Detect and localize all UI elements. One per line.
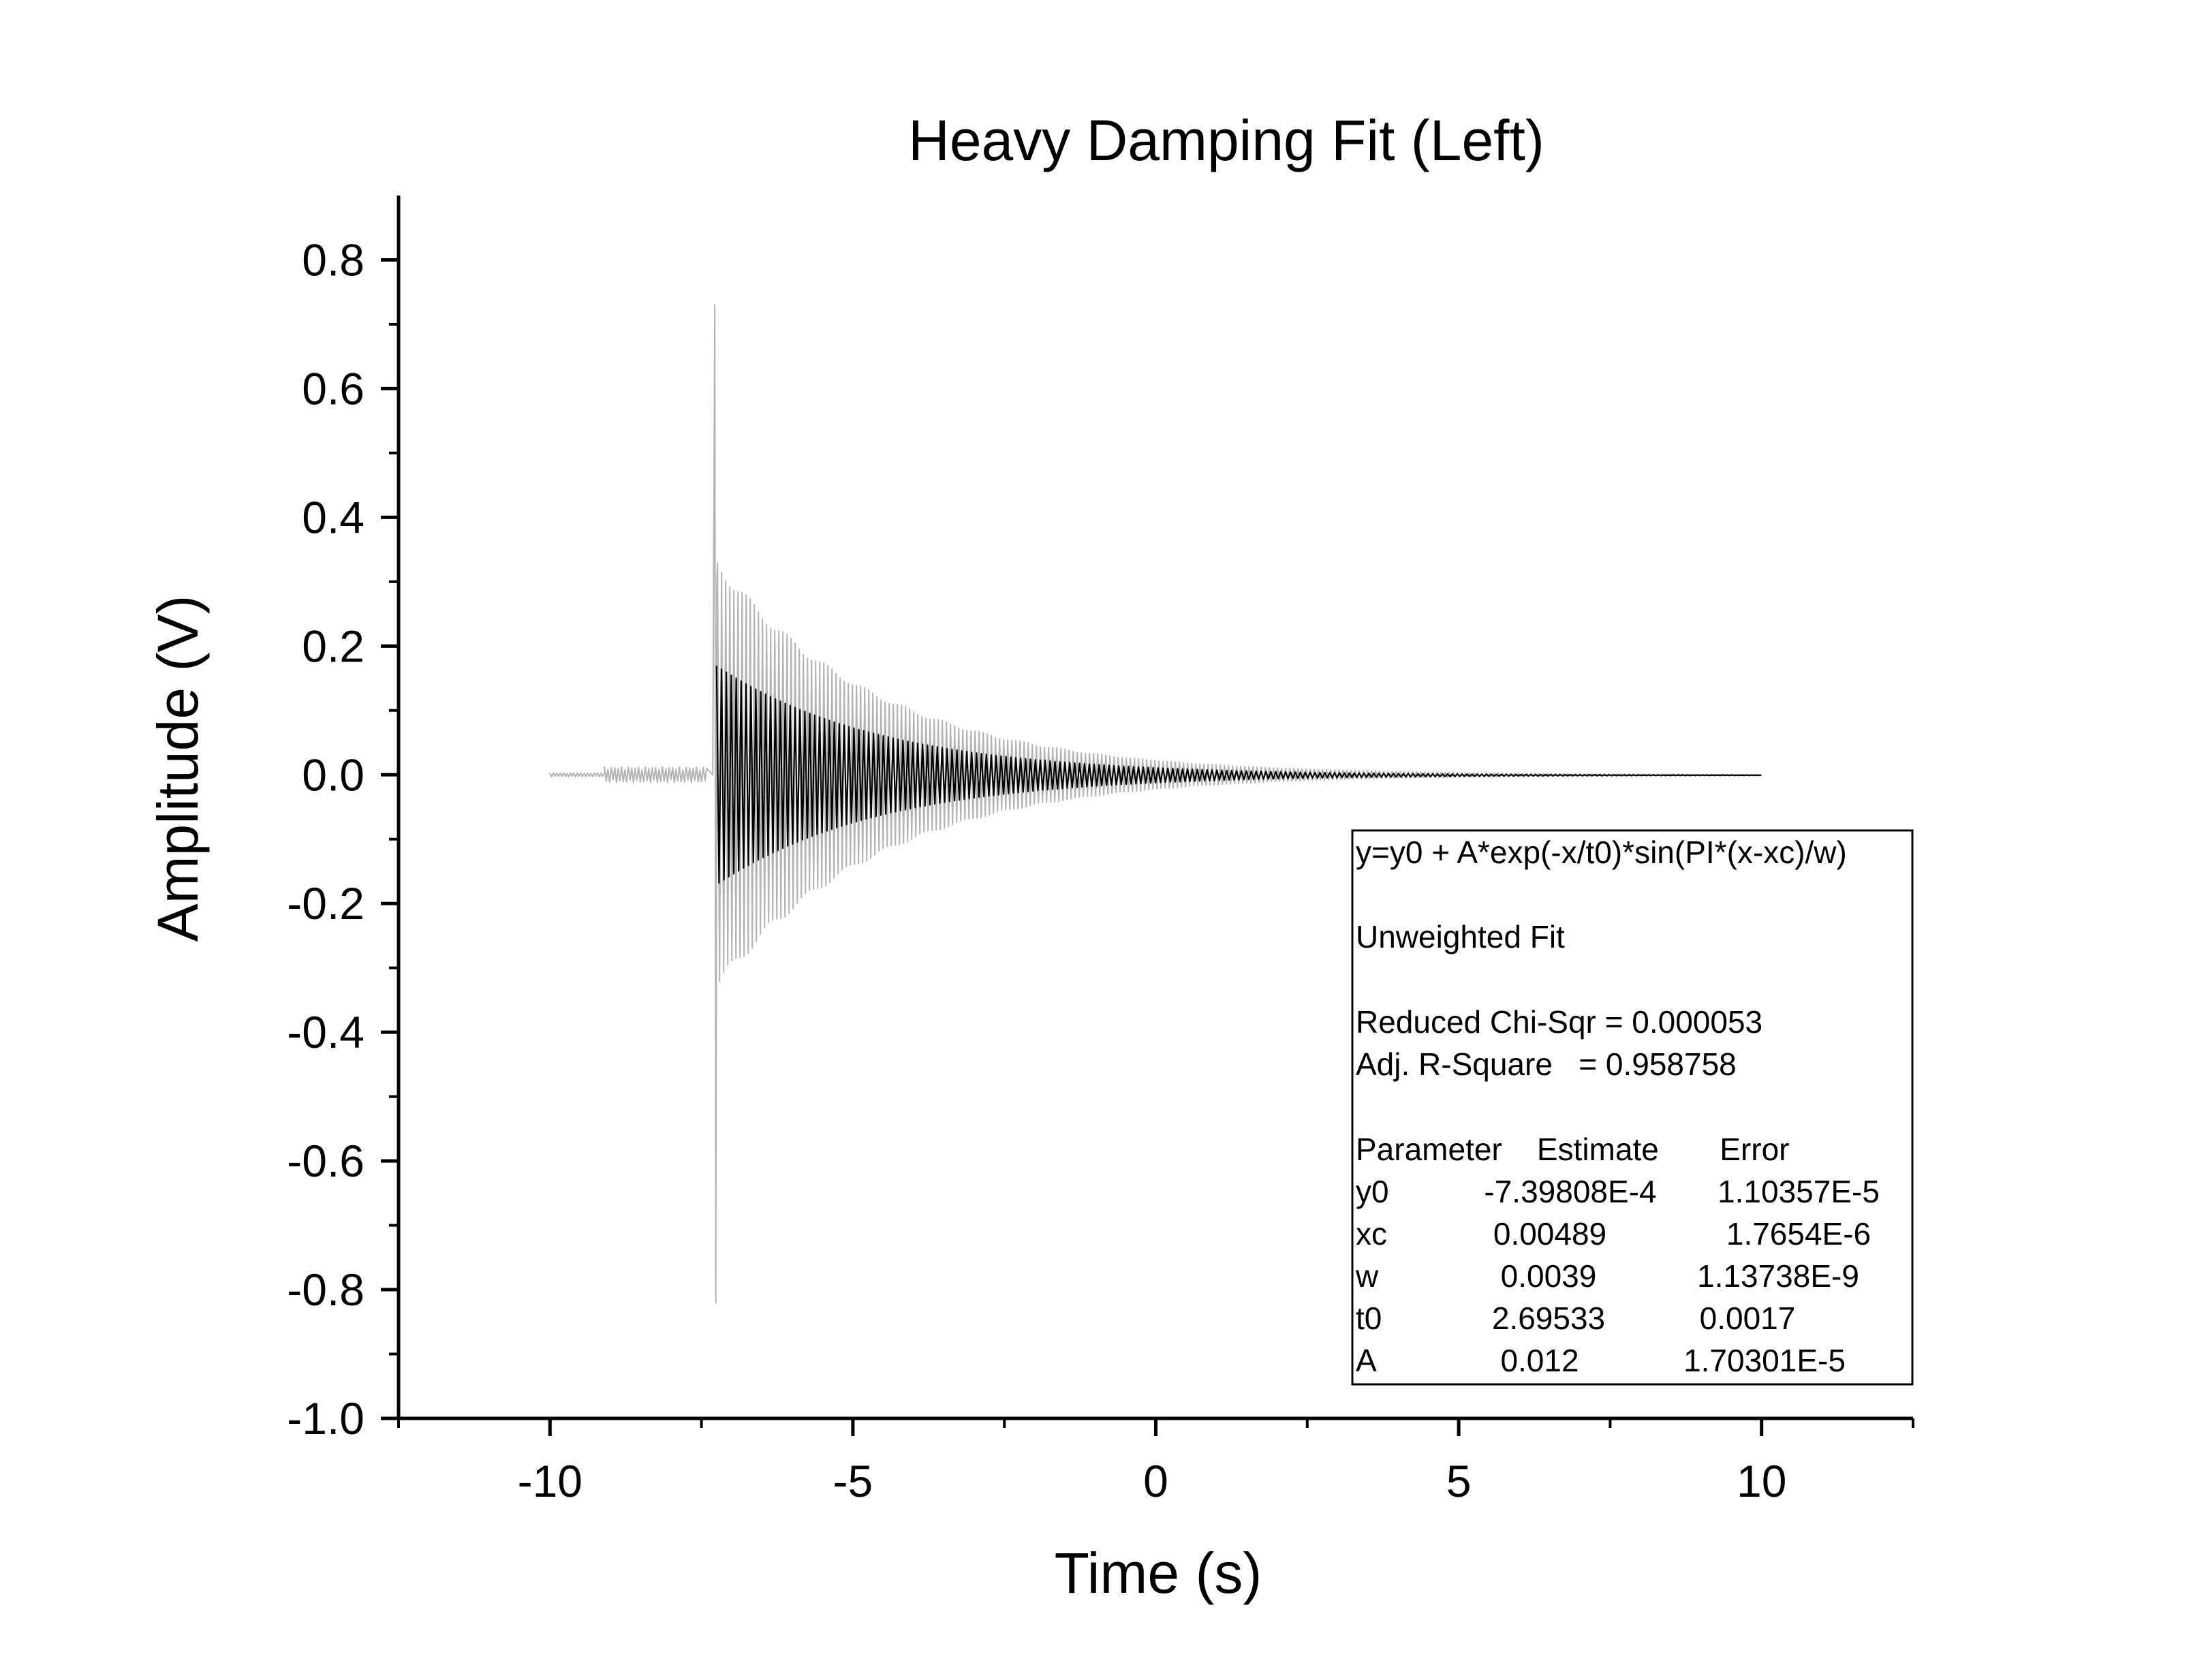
fit-param-header: Parameter Estimate Error: [1356, 1132, 1790, 1167]
fit-stats-box: y=y0 + A*exp(-x/t0)*sin(PI*(x-xc)/w) Unw…: [1351, 829, 1914, 1386]
x-tick-label: 5: [1446, 1456, 1472, 1506]
y-tick-label: -0.6: [287, 1136, 364, 1186]
param-name: t0: [1356, 1301, 1382, 1336]
param-name: y0: [1356, 1174, 1389, 1209]
x-tick-label: -10: [518, 1456, 582, 1506]
fit-stats-box-border: [1351, 829, 1914, 1386]
param-error: 0.0017: [1700, 1301, 1796, 1336]
x-tick-label: 0: [1143, 1456, 1168, 1506]
param-estimate: 0.012: [1500, 1343, 1579, 1378]
y-tick-label: -0.2: [287, 878, 364, 929]
param-name: xc: [1356, 1216, 1387, 1251]
fit-adj-r-square: Adj. R-Square = 0.958758: [1356, 1046, 1737, 1082]
y-tick-label: 0.6: [302, 363, 364, 414]
x-axis-label: Time (s): [1055, 1541, 1262, 1605]
x-tick-label: -5: [833, 1456, 873, 1506]
fit-equation: y=y0 + A*exp(-x/t0)*sin(PI*(x-xc)/w): [1356, 835, 1847, 870]
param-error: 1.70301E-5: [1683, 1343, 1846, 1378]
param-error: 1.10357E-5: [1718, 1174, 1880, 1209]
plot-area: [549, 304, 1762, 1303]
axes: -1.0 -0.8 -0.6 -0.4 -0.2 0.0 0.2 0.4 0.6 0.8 -10 -5…: [287, 196, 1914, 1506]
y-tick-label: -1.0: [287, 1393, 364, 1444]
param-estimate: 0.0039: [1501, 1258, 1597, 1294]
x-tick-label: 10: [1737, 1456, 1786, 1506]
y-tick-label: -0.4: [287, 1007, 364, 1057]
param-estimate: 2.69533: [1492, 1301, 1605, 1336]
y-tick-label: -0.8: [287, 1264, 364, 1315]
param-name: w: [1355, 1258, 1379, 1294]
chart-title: Heavy Damping Fit (Left): [908, 108, 1544, 172]
fit-reduced-chi-sqr: Reduced Chi-Sqr = 0.000053: [1356, 1004, 1762, 1040]
y-tick-label: 0.2: [302, 621, 364, 671]
fit-series-line: [715, 666, 1762, 884]
param-error: 1.13738E-9: [1697, 1258, 1859, 1294]
y-tick-label: 0.8: [302, 234, 364, 285]
fit-weighting: Unweighted Fit: [1356, 919, 1565, 954]
y-axis-label: Amplitude (V): [146, 595, 210, 942]
param-estimate: -7.39808E-4: [1484, 1174, 1656, 1209]
y-tick-label: 0.4: [302, 492, 364, 542]
param-name: A: [1356, 1343, 1377, 1378]
param-error: 1.7654E-6: [1726, 1216, 1871, 1251]
param-estimate: 0.00489: [1493, 1216, 1606, 1251]
y-tick-label: 0.0: [302, 749, 364, 800]
